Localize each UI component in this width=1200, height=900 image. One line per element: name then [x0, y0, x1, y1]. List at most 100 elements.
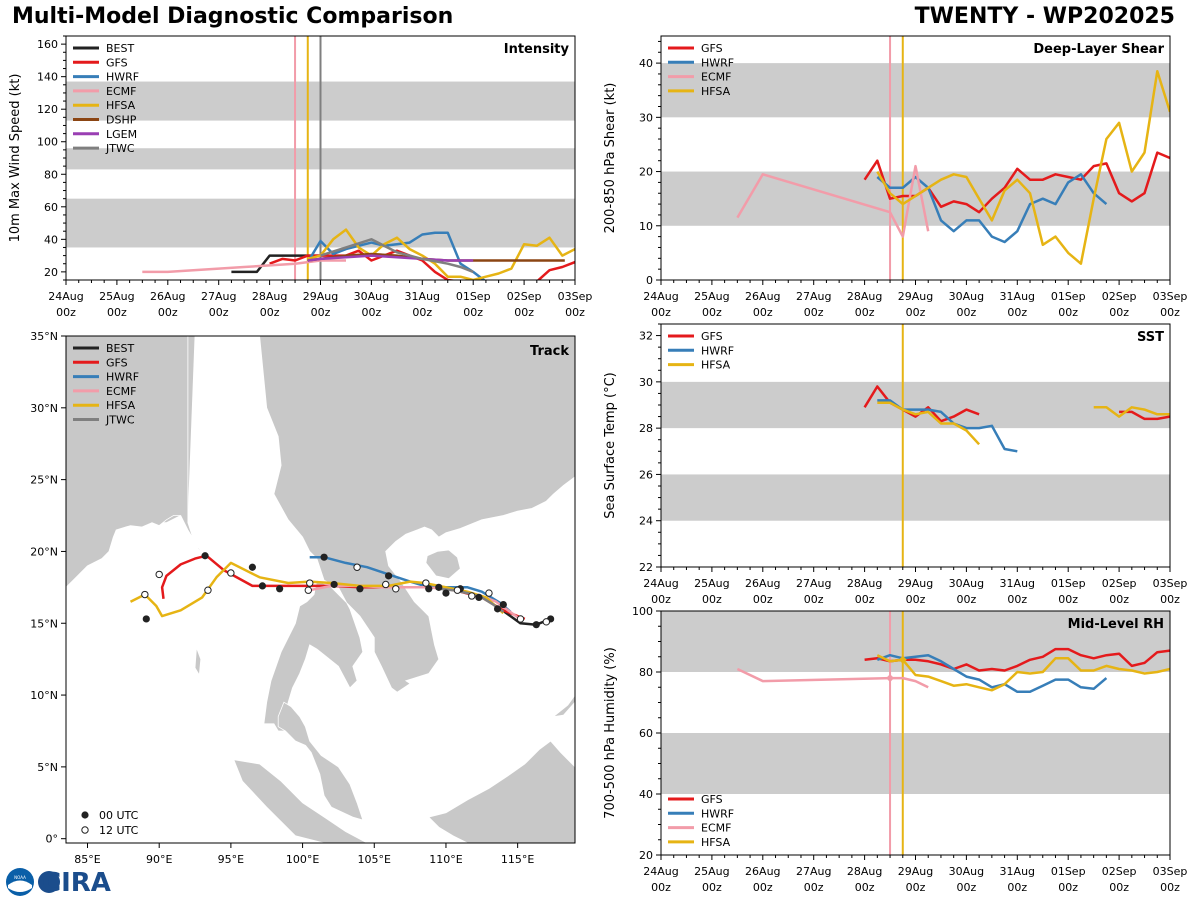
x-tick-label: 24Aug [48, 290, 83, 303]
series-line-hwrf [306, 231, 486, 280]
x-tick-label-hour: 00z [753, 593, 773, 606]
track-marker-12utc [141, 590, 149, 599]
x-tick-label-hour: 00z [957, 306, 977, 319]
track-line-best [499, 607, 552, 626]
y-tick-label: 60 [44, 201, 58, 214]
plot-frame [65, 335, 576, 844]
y-tick-label: 40 [639, 57, 653, 70]
x-tick-label: 28Aug [847, 865, 882, 878]
land-palawan [552, 694, 575, 718]
map-area [66, 336, 575, 843]
track-marker-12utc [422, 579, 430, 587]
legend-marker-00utc [81, 811, 89, 819]
x-tick-label: 85°E [74, 853, 100, 866]
track-marker-00utc [201, 552, 209, 560]
legend-label-00utc: 00 UTC [99, 809, 139, 822]
track-marker-00utc [385, 572, 393, 580]
x-tick-label: 95°E [218, 853, 244, 866]
x-tick-label-hour: 00z [804, 881, 824, 894]
y-tick-label: 22 [639, 561, 653, 574]
track-marker-12utc [542, 618, 551, 626]
legend-label-gfs: GFS [701, 330, 723, 343]
series-line-hfsa [1093, 406, 1170, 418]
x-tick-label: 110°E [429, 853, 462, 866]
series-line-lgem [307, 254, 474, 262]
y-tick-label: 26 [639, 468, 653, 481]
legend-label-dshp: DSHP [106, 114, 137, 127]
x-tick-label: 03Sep [558, 290, 593, 303]
legend-label-hwrf: HWRF [106, 71, 139, 84]
x-tick-label: 31Aug [405, 290, 440, 303]
y-tick-label: 20 [639, 849, 653, 862]
y-axis-label: 700-500 hPa Humidity (%) [603, 647, 618, 819]
x-tick-label: 30Aug [949, 577, 984, 590]
land-andaman [194, 647, 202, 677]
x-tick-label: 01Sep [1051, 290, 1086, 303]
x-tick-label-hour: 00z [565, 306, 585, 319]
track-marker-12utc [304, 586, 313, 594]
track-marker-00utc [320, 553, 328, 561]
y-tick-label: 24 [639, 515, 653, 528]
legend-label-12utc: 12 UTC [99, 824, 139, 837]
track-marker-12utc [468, 592, 476, 600]
x-tick-label-hour: 00z [514, 306, 534, 319]
series-line-ecmf [142, 259, 346, 274]
x-tick-label: 24Aug [643, 865, 678, 878]
storm-id: TWENTY - WP202025 [914, 4, 1175, 29]
panel-title: SST [1137, 330, 1164, 345]
x-tick-label-hour: 00z [260, 306, 280, 319]
cira-text: CIRA [42, 868, 111, 898]
x-tick-label: 28Aug [847, 577, 882, 590]
x-tick-label-hour: 00z [1058, 306, 1078, 319]
land-hainan [425, 549, 461, 580]
x-tick-label-hour: 00z [753, 306, 773, 319]
series-line-gfs [864, 647, 1170, 672]
track-marker-12utc [516, 615, 525, 623]
track-marker-12utc [204, 586, 212, 594]
x-tick-label-hour: 00z [56, 306, 76, 319]
x-tick-label-hour: 00z [1007, 881, 1027, 894]
plot-frame [660, 323, 1171, 568]
y-axis-label: Sea Surface Temp (°C) [603, 372, 618, 519]
x-tick-label: 24Aug [643, 577, 678, 590]
series-line-hfsa [876, 69, 1170, 265]
x-tick-label: 100°E [286, 853, 319, 866]
panel-title: Mid-Level RH [1068, 617, 1164, 632]
x-tick-label: 26Aug [745, 865, 780, 878]
x-tick-label: 03Sep [1153, 290, 1188, 303]
shaded-band [661, 611, 1170, 672]
y-tick-label: 60 [639, 727, 653, 740]
x-tick-label-hour: 00z [1109, 593, 1129, 606]
x-tick-label: 28Aug [847, 290, 882, 303]
y-tick-label: 80 [639, 666, 653, 679]
x-tick-label-hour: 00z [412, 306, 432, 319]
track-marker-00utc [499, 600, 507, 609]
y-tick-label: 40 [639, 788, 653, 801]
legend-label-jtwc: JTWC [105, 414, 135, 427]
legend-label-ecmf: ECMF [106, 385, 136, 398]
chart-intensity: 24Aug 00z 25Aug 00z 26Aug 00z 27Aug 00z 28Aug 00z… [8, 35, 593, 319]
x-tick-label-hour: 00z [107, 306, 127, 319]
y-tick-label: 10°N [30, 689, 58, 702]
shaded-band [661, 733, 1170, 794]
track-marker-00utc [276, 585, 284, 593]
chart-shear: 24Aug 00z 25Aug 00z 26Aug 00z 27Aug 00z 28Aug 00z… [603, 35, 1188, 319]
x-tick-label-hour: 00z [1058, 593, 1078, 606]
x-tick-label: 30Aug [354, 290, 389, 303]
series-line-hwrf [876, 173, 1108, 244]
x-tick-label-hour: 00z [702, 881, 722, 894]
track-marker-00utc [356, 585, 364, 593]
y-tick-label: 20 [44, 266, 58, 279]
land-luzon [574, 573, 575, 632]
x-tick-label: 03Sep [1153, 865, 1188, 878]
x-tick-label-hour: 00z [1007, 593, 1027, 606]
x-tick-label: 29Aug [303, 290, 338, 303]
series-line-hfsa [877, 401, 981, 446]
x-tick-label-hour: 00z [1058, 881, 1078, 894]
series-line-jtwc [320, 238, 474, 274]
x-tick-label: 31Aug [1000, 290, 1035, 303]
x-tick-label-hour: 00z [855, 593, 875, 606]
x-tick-label: 02Sep [507, 290, 542, 303]
legend-label-gfs: GFS [701, 793, 723, 806]
init-marker-ecmf [886, 674, 895, 683]
